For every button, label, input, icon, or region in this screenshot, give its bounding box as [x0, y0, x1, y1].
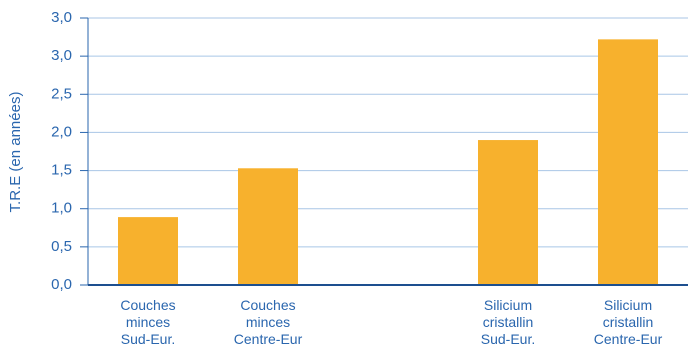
bar: [118, 217, 178, 285]
bar: [598, 39, 658, 285]
y-tick-label: 2,5: [51, 85, 72, 102]
x-tick-label: Couches minces Centre-Eur: [233, 297, 303, 347]
x-tick-label: Couches minces Sud-Eur.: [120, 297, 176, 347]
bar: [478, 140, 538, 285]
y-tick-label: 1,5: [51, 162, 72, 179]
y-tick-label: 0,5: [51, 238, 72, 255]
y-tick-label: 3,0: [51, 47, 72, 64]
y-tick-label: 2,0: [51, 123, 72, 140]
y-tick-label: 1,0: [51, 200, 72, 217]
x-tick-label: Silicium cristallin Sud-Eur.: [480, 297, 536, 347]
y-tick-label: 0,0: [51, 276, 72, 293]
y-tick-label: 3,0: [51, 9, 72, 26]
x-tick-label: Silicium cristallin Centre-Eur: [593, 297, 663, 347]
bar: [238, 168, 298, 285]
y-axis-label: T.R.E (en années): [7, 92, 24, 213]
